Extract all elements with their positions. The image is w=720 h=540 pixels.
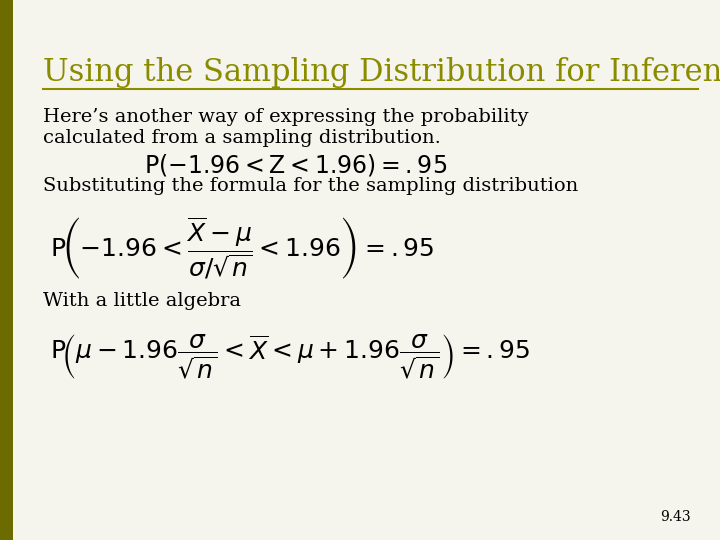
Text: $\mathrm{P(-1.96 < Z < 1.96) = .95}$: $\mathrm{P(-1.96 < Z < 1.96) = .95}$: [144, 152, 447, 178]
Text: Using the Sampling Distribution for Inference: Using the Sampling Distribution for Infe…: [43, 57, 720, 87]
Text: Substituting the formula for the sampling distribution: Substituting the formula for the samplin…: [43, 177, 578, 195]
Text: calculated from a sampling distribution.: calculated from a sampling distribution.: [43, 129, 441, 146]
Text: $\mathrm{P}\!\left(-1.96 < \dfrac{\overline{X} - \mu}{\sigma/\sqrt{n}} < 1.96\ri: $\mathrm{P}\!\left(-1.96 < \dfrac{\overl…: [50, 216, 435, 282]
Text: $\mathrm{P}\!\left(\mu - 1.96\dfrac{\sigma}{\sqrt{n}} < \overline{X} < \mu + 1.9: $\mathrm{P}\!\left(\mu - 1.96\dfrac{\sig…: [50, 332, 531, 381]
Text: With a little algebra: With a little algebra: [43, 292, 241, 309]
Text: 9.43: 9.43: [660, 510, 691, 524]
Text: Here’s another way of expressing the probability: Here’s another way of expressing the pro…: [43, 108, 528, 126]
